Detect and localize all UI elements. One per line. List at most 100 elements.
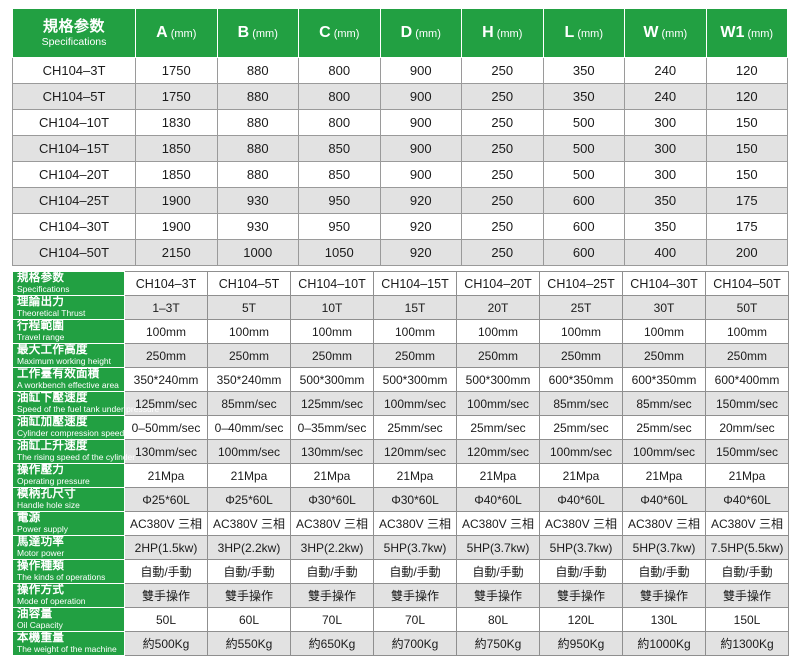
spec-cell: 100mm/sec	[456, 391, 540, 416]
header-unit: (mm)	[249, 28, 278, 40]
dimension-header-w: W (mm)	[624, 8, 707, 58]
dimension-cell-model: CH104–3T	[12, 57, 136, 84]
spec-row: 馬達功率 Motor power 2HP(1.5kw) 3HP(2.2kw) 3HP(2…	[12, 535, 789, 560]
dimension-cell-d: 900	[379, 135, 462, 162]
spec-cell: 自動/手動	[124, 559, 208, 584]
spec-cell: 500*300mm	[290, 367, 374, 392]
spec-cell: 雙手操作	[373, 583, 457, 608]
spec-cell: 25T	[539, 295, 623, 320]
spec-cell: 自動/手動	[373, 559, 457, 584]
spec-cell: AC380V 三相	[705, 511, 789, 536]
dimension-cell-l: 500	[542, 135, 625, 162]
spec-cell: 100mm	[207, 319, 291, 344]
spec-cell: 21Mpa	[207, 463, 291, 488]
spec-cell: 25mm/sec	[456, 415, 540, 440]
spec-cell: 20mm/sec	[705, 415, 789, 440]
spec-cell: 250mm	[290, 343, 374, 368]
spec-row-label-en: Maximum working height	[17, 356, 112, 367]
spec-row: 操作種類 The kinds of operations 自動/手動 自動/手動 自動/…	[12, 559, 789, 584]
dimension-cell-b: 1000	[216, 239, 299, 266]
dimension-cell-c: 950	[298, 213, 381, 240]
spec-cell: 約1000Kg	[622, 631, 706, 656]
spec-cell: 20T	[456, 295, 540, 320]
spec-row-label: 模柄孔尺寸 Handle hole size	[12, 487, 125, 512]
dimension-cell-a: 1850	[135, 161, 218, 188]
dimension-header-d: D (mm)	[379, 8, 462, 58]
spec-cell: 21Mpa	[456, 463, 540, 488]
spec-table-container: 規格参数 Specifications CH104–3T CH104–5T CH104–…	[0, 266, 800, 656]
spec-row-label: 最大工作高度 Maximum working height	[12, 343, 125, 368]
spec-cell: 21Mpa	[373, 463, 457, 488]
dimension-header-h: H (mm)	[461, 8, 544, 58]
spec-cell: 5T	[207, 295, 291, 320]
spec-header-model: CH104–25T	[539, 271, 623, 296]
spec-row-label-en: Travel range	[17, 332, 65, 343]
spec-cell: 21Mpa	[705, 463, 789, 488]
spec-row-label-en: Mode of operation	[17, 596, 86, 607]
dimension-cell-l: 500	[542, 161, 625, 188]
dimension-cell-a: 1900	[135, 187, 218, 214]
spec-cell: 100mm/sec	[622, 439, 706, 464]
dimension-cell-h: 250	[461, 109, 544, 136]
spec-cell: Φ25*60L	[124, 487, 208, 512]
spec-row: 操作方式 Mode of operation 雙手操作 雙手操作 雙手操作 雙手操作 雙手操…	[12, 583, 789, 608]
spec-cell: 雙手操作	[456, 583, 540, 608]
dimension-cell-d: 920	[379, 213, 462, 240]
dimension-cell-l: 600	[542, 239, 625, 266]
spec-cell: AC380V 三相	[290, 511, 374, 536]
spec-row-label-en: Operating pressure	[17, 476, 90, 487]
spec-cell: 100mm/sec	[207, 439, 291, 464]
header-letter: W1	[720, 24, 745, 41]
spec-row-label: 理論出力 Theoretical Thrust	[12, 295, 125, 320]
spec-cell: 7.5HP(5.5kw)	[705, 535, 789, 560]
spec-row-label-en: The kinds of operations	[17, 572, 106, 583]
spec-cell: 120mm/sec	[373, 439, 457, 464]
spec-cell: 約1300Kg	[705, 631, 789, 656]
dimension-cell-model: CH104–10T	[12, 109, 136, 136]
spec-row-label-cn: 馬達功率	[17, 536, 65, 549]
spec-cell: 350*240mm	[124, 367, 208, 392]
dimension-cell-w1: 150	[705, 135, 788, 162]
dimension-header-b: B (mm)	[216, 8, 299, 58]
table-row: CH104–15T 1850 880 850 900 250 500 300 150	[12, 135, 788, 162]
spec-row: 油容量 Oil Capacity 50L 60L 70L 70L 80L 120L 130L 15…	[12, 607, 789, 632]
header-letter: A	[156, 24, 168, 41]
dimension-cell-c: 1050	[298, 239, 381, 266]
spec-cell: AC380V 三相	[373, 511, 457, 536]
table-row: CH104–10T 1830 880 800 900 250 500 300 150	[12, 109, 788, 136]
spec-cell: 50T	[705, 295, 789, 320]
header-letter: D	[400, 24, 413, 41]
spec-row-label-en: The weight of the machine	[17, 644, 117, 655]
spec-cell: 130L	[622, 607, 706, 632]
spec-cell: 約750Kg	[456, 631, 540, 656]
spec-cell: 350*240mm	[207, 367, 291, 392]
spec-cell: 250mm	[539, 343, 623, 368]
spec-cell: 80L	[456, 607, 540, 632]
dimension-table-container: 規格参数 Specifications A (mm) B (mm) C (mm) D (m…	[0, 0, 800, 266]
spec-row-label-cn: 操作壓力	[17, 464, 65, 477]
dimension-cell-b: 880	[216, 109, 299, 136]
table-row: CH104–50T 2150 1000 1050 920 250 600 400 200	[12, 239, 788, 266]
dimension-cell-a: 1850	[135, 135, 218, 162]
spec-label-specifications: 規格参数 Specifications	[12, 271, 125, 296]
spec-cell: 自動/手動	[539, 559, 623, 584]
dimension-cell-a: 1750	[135, 57, 218, 84]
dimension-cell-w: 400	[624, 239, 707, 266]
spec-cell: 85mm/sec	[539, 391, 623, 416]
spec-cell: 250mm	[705, 343, 789, 368]
spec-cell: Φ30*60L	[373, 487, 457, 512]
dimension-cell-a: 2150	[135, 239, 218, 266]
dimension-cell-l: 600	[542, 213, 625, 240]
spec-cell: 70L	[373, 607, 457, 632]
spec-header-model: CH104–30T	[622, 271, 706, 296]
dimension-cell-model: CH104–15T	[12, 135, 136, 162]
dimension-header-row: 規格参数 Specifications A (mm) B (mm) C (mm) D (m…	[12, 8, 788, 58]
spec-row-label-cn: 操作方式	[17, 584, 65, 597]
dimension-header-c: C (mm)	[298, 8, 381, 58]
dimension-cell-h: 250	[461, 83, 544, 110]
spec-cell: 100mm	[539, 319, 623, 344]
spec-cell: 100mm	[373, 319, 457, 344]
spec-cell: AC380V 三相	[539, 511, 623, 536]
spec-row-label: 電源 Power supply	[12, 511, 125, 536]
spec-cell: 600*400mm	[705, 367, 789, 392]
